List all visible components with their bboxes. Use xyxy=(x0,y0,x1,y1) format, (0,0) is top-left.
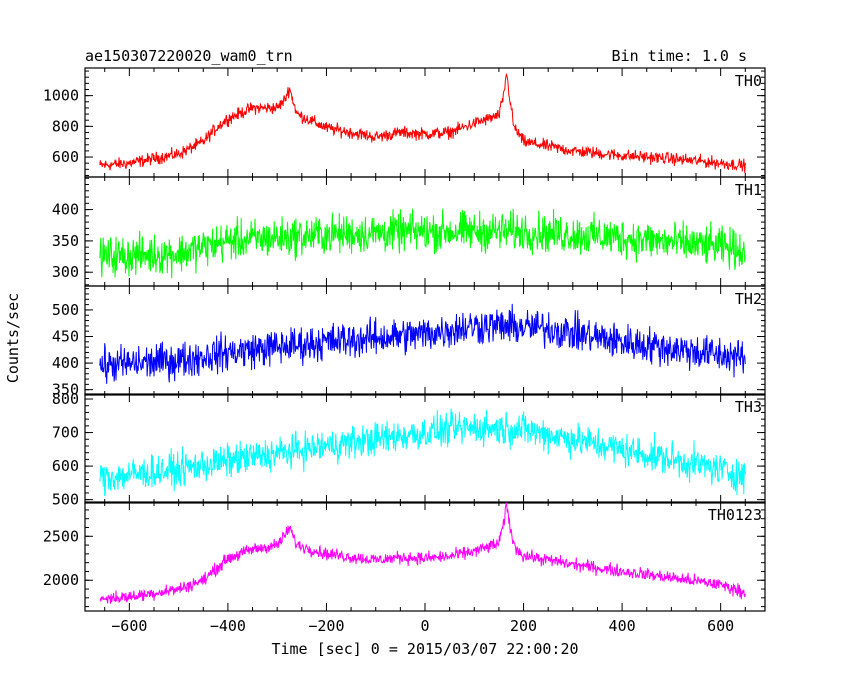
y-tick-label: 350 xyxy=(52,232,79,250)
y-tick-label: 500 xyxy=(52,301,79,319)
y-tick-label: 600 xyxy=(52,457,79,475)
y-tick-label: 500 xyxy=(52,491,79,509)
panel-name-th1: TH1 xyxy=(735,181,762,199)
series-line-th1 xyxy=(99,208,746,279)
x-axis-label: Time [sec] 0 = 2015/03/07 22:00:20 xyxy=(271,640,578,658)
y-tick-label: 800 xyxy=(52,390,79,408)
panel-th2: 350 400 450 500 TH2 xyxy=(52,285,766,399)
x-tick-label: 600 xyxy=(707,617,734,635)
x-tick-label: −400 xyxy=(210,617,246,635)
series-line-th0123 xyxy=(99,502,746,604)
series-line-th3 xyxy=(99,408,746,497)
x-tick-label: 200 xyxy=(510,617,537,635)
x-tick-label: 0 xyxy=(420,617,429,635)
y-tick-label: 300 xyxy=(52,263,79,281)
y-tick-label: 2000 xyxy=(43,571,79,589)
series-line-th0 xyxy=(99,72,746,174)
panel-name-th3: TH3 xyxy=(735,398,762,416)
panel-name-th0: TH0 xyxy=(735,72,762,90)
y-tick-label: 800 xyxy=(52,117,79,135)
x-tick-label: 400 xyxy=(609,617,636,635)
y-tick-label: 1000 xyxy=(43,87,79,105)
panel-name-th0123: TH0123 xyxy=(708,506,762,524)
x-tick-label: −200 xyxy=(308,617,344,635)
panel-th3: 500 600 700 800 TH3 xyxy=(52,390,766,509)
x-tick-label: −600 xyxy=(111,617,147,635)
panel-frame xyxy=(84,393,766,504)
y-axis-label: Counts/sec xyxy=(4,293,22,383)
series-line-th2 xyxy=(99,303,746,384)
y-tick-label: 600 xyxy=(52,148,79,166)
y-tick-label: 400 xyxy=(52,201,79,219)
y-tick-label: 2500 xyxy=(43,527,79,545)
y-tick-label: 450 xyxy=(52,328,79,346)
panel-name-th2: TH2 xyxy=(735,290,762,308)
y-tick-label: 350 xyxy=(52,381,79,399)
bin-time-label: Bin time: 1.0 s xyxy=(612,47,747,65)
y-tick-label: 400 xyxy=(52,354,79,372)
panel-th0123: 2000 2500 TH0123 −600 −400 −200 0 200 400 600 xyxy=(43,501,766,635)
panels-group: 600 800 1000 TH0 300 350 400 TH1 350 400 450 500 TH2… xyxy=(43,67,766,635)
chart-title: ae150307220020_wam0_trn xyxy=(85,47,293,65)
y-tick-label: 700 xyxy=(52,424,79,442)
panel-th1: 300 350 400 TH1 xyxy=(52,176,766,287)
panel-th0: 600 800 1000 TH0 xyxy=(43,67,766,178)
